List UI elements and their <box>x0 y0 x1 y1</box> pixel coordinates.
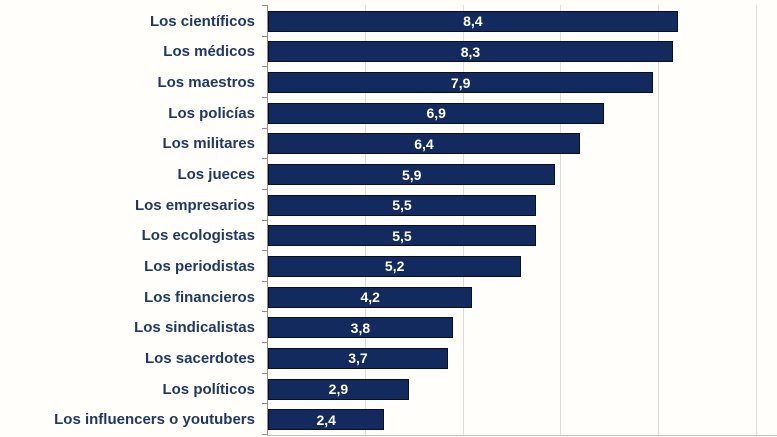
bar-value-label: 5,5 <box>392 227 412 244</box>
chart-row: Los policías 6,9 <box>0 98 777 129</box>
chart-row: Los sindicalistas 3,8 <box>0 312 777 343</box>
axis-tick <box>262 372 267 374</box>
bar-value-label: 5,9 <box>402 166 422 183</box>
bar-value-label: 5,5 <box>392 197 412 214</box>
bar-value-label: 2,9 <box>328 381 349 397</box>
bar: 2,9 <box>268 378 409 400</box>
bar-value-label: 8,4 <box>463 13 483 30</box>
category-label: Los financieros <box>144 288 255 306</box>
bar: 5,5 <box>268 194 536 216</box>
chart-row: Los ecologistas 5,5 <box>0 220 777 251</box>
bar: 7,9 <box>268 72 654 94</box>
bar-track: 2,4 <box>268 404 777 435</box>
bar-value-label: 3,7 <box>348 350 368 367</box>
bar-value-label: 4,2 <box>360 289 380 306</box>
chart-row: Los maestros 7,9 <box>0 67 777 98</box>
category-label: Los políticos <box>162 380 255 398</box>
bar-track: 5,2 <box>268 251 777 282</box>
bar-track: 2,9 <box>268 374 777 405</box>
bar: 8,3 <box>268 41 673 63</box>
bar: 3,7 <box>268 347 448 369</box>
bar-track: 3,8 <box>268 312 777 343</box>
category-label: Los militares <box>162 135 255 153</box>
gridline <box>364 5 366 435</box>
axis-tick <box>262 5 267 6</box>
bar-track: 8,4 <box>268 6 777 37</box>
gridline <box>755 5 757 435</box>
bar: 5,9 <box>268 164 556 186</box>
bar: 3,8 <box>268 317 453 339</box>
bar-track: 7,9 <box>268 67 777 98</box>
bar: 5,5 <box>268 225 536 247</box>
bar: 8,4 <box>268 10 678 32</box>
bar-track: 4,2 <box>268 282 777 313</box>
axis-tick <box>262 66 267 68</box>
category-label: Los ecologistas <box>141 227 255 245</box>
bar: 5,2 <box>268 255 522 277</box>
chart-rows: Los científicos 8,4 Los médicos 8,3 Los maes… <box>0 6 777 435</box>
axis-tick <box>262 127 267 129</box>
axis-tick <box>262 158 267 160</box>
bar-track: 8,3 <box>268 37 777 68</box>
axis-tick <box>262 403 267 405</box>
chart-row: Los sacerdotes 3,7 <box>0 343 777 374</box>
axis-tick <box>262 434 267 435</box>
axis-tick <box>262 188 267 190</box>
axis-tick <box>262 311 267 313</box>
category-label: Los jueces <box>177 166 255 184</box>
chart-row: Los jueces 5,9 <box>0 159 777 190</box>
category-label: Los maestros <box>157 74 255 92</box>
bar-value-label: 2,4 <box>316 411 336 428</box>
gridline <box>658 5 660 435</box>
y-axis-line <box>267 5 268 435</box>
bar-track: 5,9 <box>268 159 777 190</box>
bar: 2,4 <box>268 409 385 431</box>
bar: 6,4 <box>268 133 580 155</box>
bar-track: 5,5 <box>268 190 777 221</box>
chart-row: Los empresarios 5,5 <box>0 190 777 221</box>
chart-row: Los influencers o youtubers 2,4 <box>0 404 777 435</box>
bar: 6,9 <box>268 102 605 124</box>
category-label: Los empresarios <box>134 196 255 214</box>
bar-value-label: 6,9 <box>426 105 446 122</box>
gridline <box>560 5 562 435</box>
category-label: Los periodistas <box>144 257 255 275</box>
bar-value-label: 7,9 <box>450 74 471 91</box>
bar-value-label: 6,4 <box>414 135 434 152</box>
category-label: Los influencers o youtubers <box>54 411 255 429</box>
category-label: Los policías <box>168 104 255 122</box>
bar: 4,2 <box>268 286 473 308</box>
axis-tick <box>262 96 267 98</box>
axis-tick <box>262 35 267 37</box>
chart-row: Los periodistas 5,2 <box>0 251 777 282</box>
bar-value-label: 5,2 <box>384 258 405 275</box>
bar-value-label: 8,3 <box>460 43 481 60</box>
chart-row: Los financieros 4,2 <box>0 282 777 313</box>
chart-row: Los políticos 2,9 <box>0 374 777 405</box>
x-baseline <box>267 435 777 436</box>
axis-tick <box>262 219 267 221</box>
bar-track: 5,5 <box>268 220 777 251</box>
axis-tick <box>262 280 267 282</box>
category-label: Los sindicalistas <box>134 319 255 337</box>
bar-track: 3,7 <box>268 343 777 374</box>
axis-tick <box>262 342 267 344</box>
bar-track: 6,4 <box>268 129 777 160</box>
chart-row: Los militares 6,4 <box>0 129 777 160</box>
category-label: Los sacerdotes <box>144 349 255 367</box>
axis-tick <box>262 250 267 252</box>
chart-row: Los médicos 8,3 <box>0 37 777 68</box>
category-label: Los científicos <box>149 12 255 30</box>
bar-track: 6,9 <box>268 98 777 129</box>
gridline <box>462 5 464 435</box>
chart-row: Los científicos 8,4 <box>0 6 777 37</box>
category-label: Los médicos <box>163 43 255 61</box>
bar-value-label: 3,8 <box>350 319 371 336</box>
